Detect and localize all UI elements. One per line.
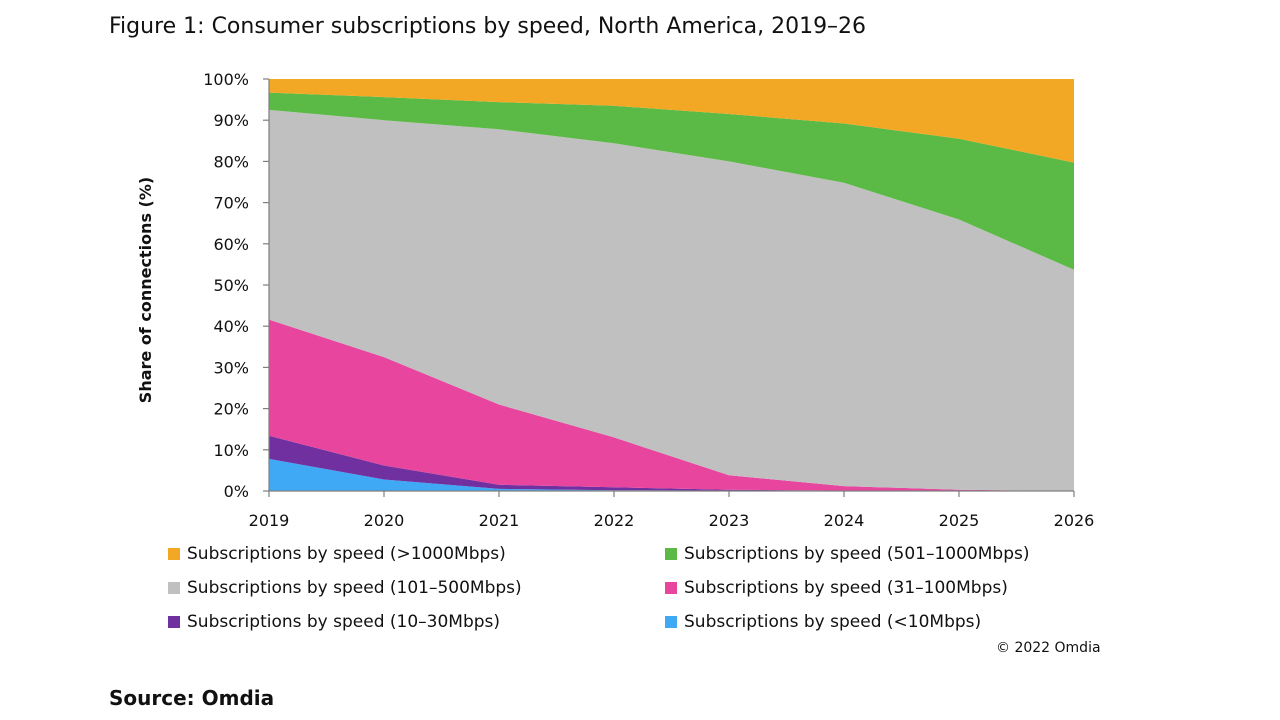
x-tick-label: 2022 [594, 511, 635, 530]
axes-group [263, 78, 1075, 497]
legend-label: Subscriptions by speed (31–100Mbps) [684, 578, 1008, 598]
y-tick-label: 100% [203, 70, 249, 89]
legend-item: Subscriptions by speed (31–100Mbps) [665, 576, 1115, 600]
y-tick-label: 10% [213, 441, 249, 460]
figure-title: Figure 1: Consumer subscriptions by spee… [109, 14, 867, 39]
legend-swatch [665, 548, 677, 560]
y-tick-label: 70% [213, 194, 249, 213]
y-tick-label: 0% [224, 482, 249, 501]
y-tick-label: 20% [213, 400, 249, 419]
y-tick-label: 30% [213, 358, 249, 377]
legend-item: Subscriptions by speed (>1000Mbps) [168, 542, 665, 566]
area-series-subscriptions-by-speed-31-100mbps [269, 319, 1074, 491]
x-tick-label: 2025 [939, 511, 980, 530]
legend-label: Subscriptions by speed (101–500Mbps) [187, 578, 522, 598]
legend-item: Subscriptions by speed (501–1000Mbps) [665, 542, 1115, 566]
x-tick-labels: 2019 2020 2021 2022 2023 2024 2025 2026 [249, 511, 1095, 530]
legend-swatch [665, 616, 677, 628]
chart-legend: Subscriptions by speed (>1000Mbps) Subscr… [168, 542, 1118, 634]
x-tick-label: 2019 [249, 511, 290, 530]
copyright-notice: © 2022 Omdia [996, 640, 1101, 656]
x-tick-label: 2021 [479, 511, 520, 530]
legend-label: Subscriptions by speed (501–1000Mbps) [684, 544, 1030, 564]
y-tick-labels: 0% 10% 20% 30% 40% 50% 60% 70% 80% 90% 100% [203, 70, 249, 501]
area-series-subscriptions-by-speed-1000mbps [269, 79, 1074, 163]
legend-label: Subscriptions by speed (<10Mbps) [684, 612, 982, 632]
legend-item: Subscriptions by speed (10–30Mbps) [168, 610, 665, 634]
legend-label: Subscriptions by speed (>1000Mbps) [187, 544, 506, 564]
legend-swatch [665, 582, 677, 594]
y-tick-label: 90% [213, 111, 249, 130]
x-tick-label: 2024 [824, 511, 865, 530]
y-tick-label: 50% [213, 276, 249, 295]
x-tick-label: 2026 [1054, 511, 1095, 530]
legend-item: Subscriptions by speed (101–500Mbps) [168, 576, 665, 600]
area-series-group [269, 79, 1074, 492]
y-tick-label: 40% [213, 317, 249, 336]
area-series-subscriptions-by-speed-10mbps [269, 458, 1074, 491]
x-tick-label: 2023 [709, 511, 750, 530]
legend-swatch [168, 582, 180, 594]
legend-swatch [168, 548, 180, 560]
legend-item: Subscriptions by speed (<10Mbps) [665, 610, 1115, 634]
area-series-subscriptions-by-speed-101-500mbps [269, 109, 1074, 492]
y-tick-label: 80% [213, 152, 249, 171]
legend-label: Subscriptions by speed (10–30Mbps) [187, 612, 501, 632]
x-tick-label: 2020 [364, 511, 405, 530]
y-axis-label: Share of connections (%) [136, 177, 155, 403]
y-tick-label: 60% [213, 235, 249, 254]
area-series-subscriptions-by-speed-501-1000mbps [269, 92, 1074, 270]
source-note: Source: Omdia [109, 686, 275, 710]
legend-swatch [168, 616, 180, 628]
